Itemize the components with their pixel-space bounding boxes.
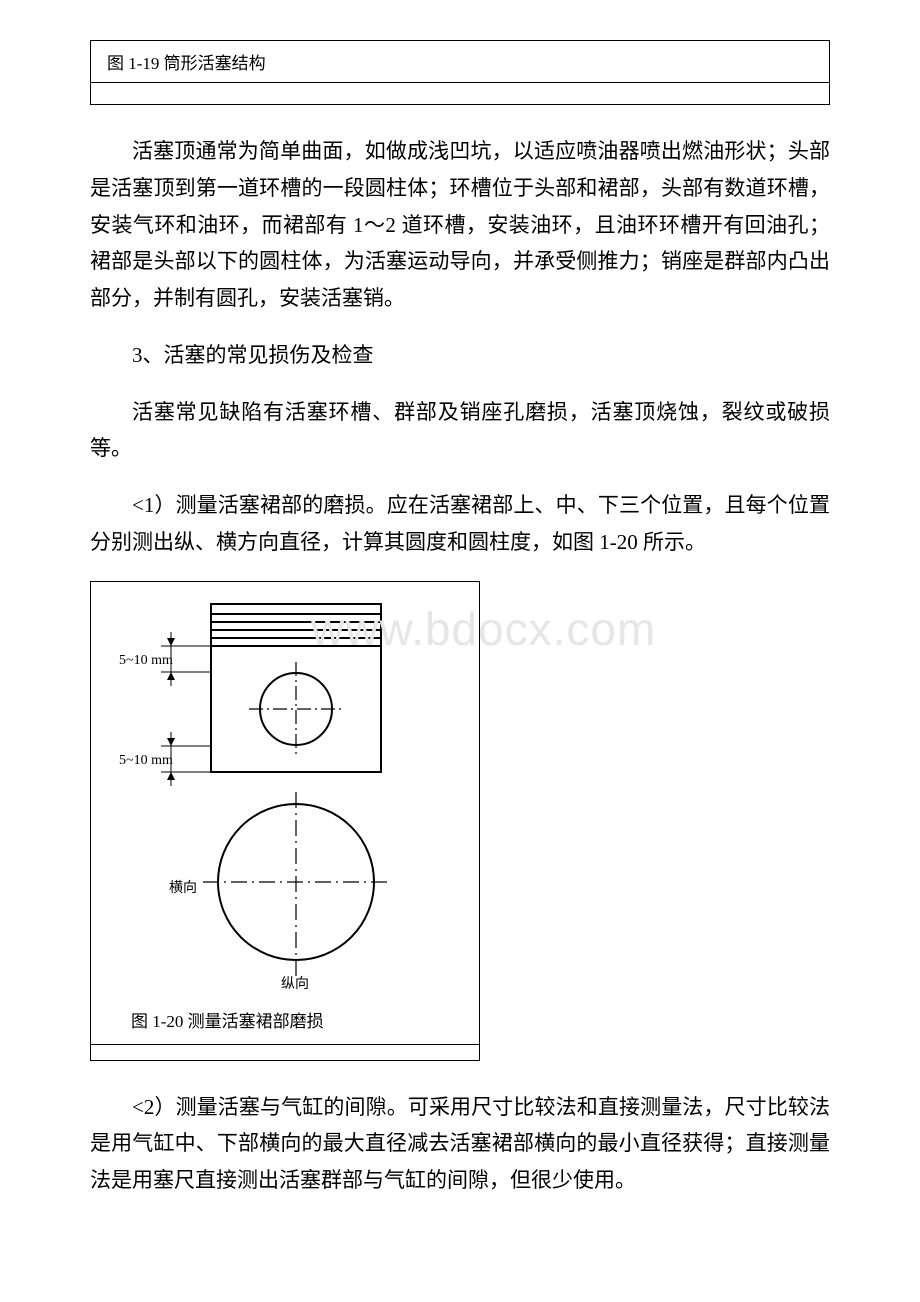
paragraph-piston-structure: 活塞顶通常为简单曲面，如做成浅凹坑，以适应喷油器喷出燃油形状；头部是活塞顶到第一… (90, 133, 830, 317)
figure-1-19-caption: 图 1-19 筒形活塞结构 (91, 41, 830, 83)
figure-1-20-caption: 图 1-20 测量活塞裙部磨损 (91, 997, 479, 1044)
dim-label-top: 5~10 mm (119, 653, 173, 668)
figure-1-19-empty-row (91, 83, 830, 105)
figure-1-20-diagram: 5~10 mm 5~10 mm 横向 纵向 (91, 592, 479, 992)
figure-1-19-caption-table: 图 1-19 筒形活塞结构 (90, 40, 830, 105)
section-3-title: 3、活塞的常见损伤及检查 (90, 337, 830, 374)
paragraph-measure-skirt: <1）测量活塞裙部的磨损。应在活塞裙部上、中、下三个位置，且每个位置分别测出纵、… (90, 487, 830, 561)
figure-1-20-separator (91, 1044, 479, 1060)
figure-1-20-box: www.bdocx.com 5~10 mm (90, 581, 480, 1061)
paragraph-measure-clearance: <2）测量活塞与气缸的间隙。可采用尺寸比较法和直接测量法，尺寸比较法是用气缸中、… (90, 1089, 830, 1199)
dim-label-bottom: 5~10 mm (119, 753, 173, 768)
label-vertical: 纵向 (281, 976, 309, 992)
label-horizontal: 横向 (169, 880, 197, 896)
figure-1-20-svg-wrap: www.bdocx.com 5~10 mm (91, 582, 479, 997)
paragraph-defects: 活塞常见缺陷有活塞环槽、群部及销座孔磨损，活塞顶烧蚀，裂纹或破损等。 (90, 394, 830, 468)
